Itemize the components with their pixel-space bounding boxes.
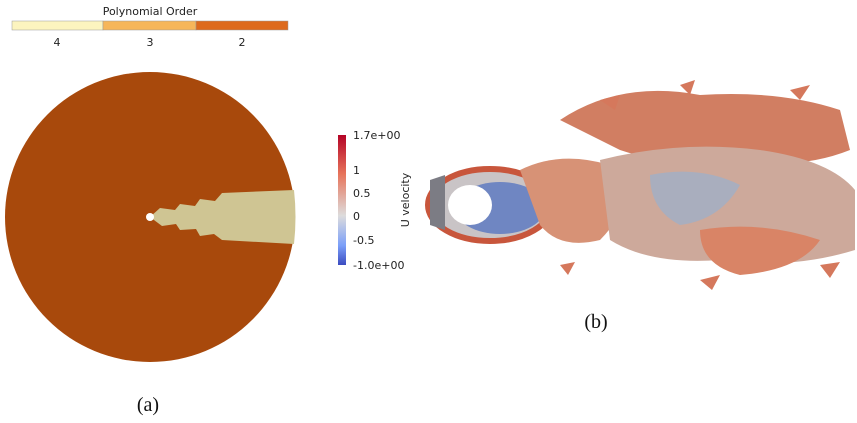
page: Polynomial Order 4 3 2 (a) 1.7e+00 1 0.5… — [0, 0, 857, 423]
colorbar-label: 1 — [353, 164, 360, 177]
legend-swatch — [12, 21, 103, 30]
colorbar-title: U velocity — [399, 172, 412, 227]
cylinder — [146, 213, 154, 221]
legend-swatch — [196, 21, 288, 30]
legend-swatch — [103, 21, 196, 30]
colorbar-label: 0.5 — [353, 187, 371, 200]
legend-label: 2 — [239, 36, 246, 49]
caption: (b) — [584, 311, 607, 333]
figure: Polynomial Order 4 3 2 (a) 1.7e+00 1 0.5… — [0, 0, 857, 423]
legend-label: 4 — [54, 36, 61, 49]
colorbar-label: 0 — [353, 210, 360, 223]
vortex-render — [428, 80, 855, 290]
legend-label: 3 — [147, 36, 154, 49]
colorbar-label: -1.0e+00 — [353, 259, 404, 272]
caption: (a) — [137, 394, 159, 416]
legend-title: Polynomial Order — [103, 5, 198, 18]
colorbar — [338, 135, 346, 265]
colorbar-label: -0.5 — [353, 234, 374, 247]
colorbar-label: 1.7e+00 — [353, 129, 400, 142]
